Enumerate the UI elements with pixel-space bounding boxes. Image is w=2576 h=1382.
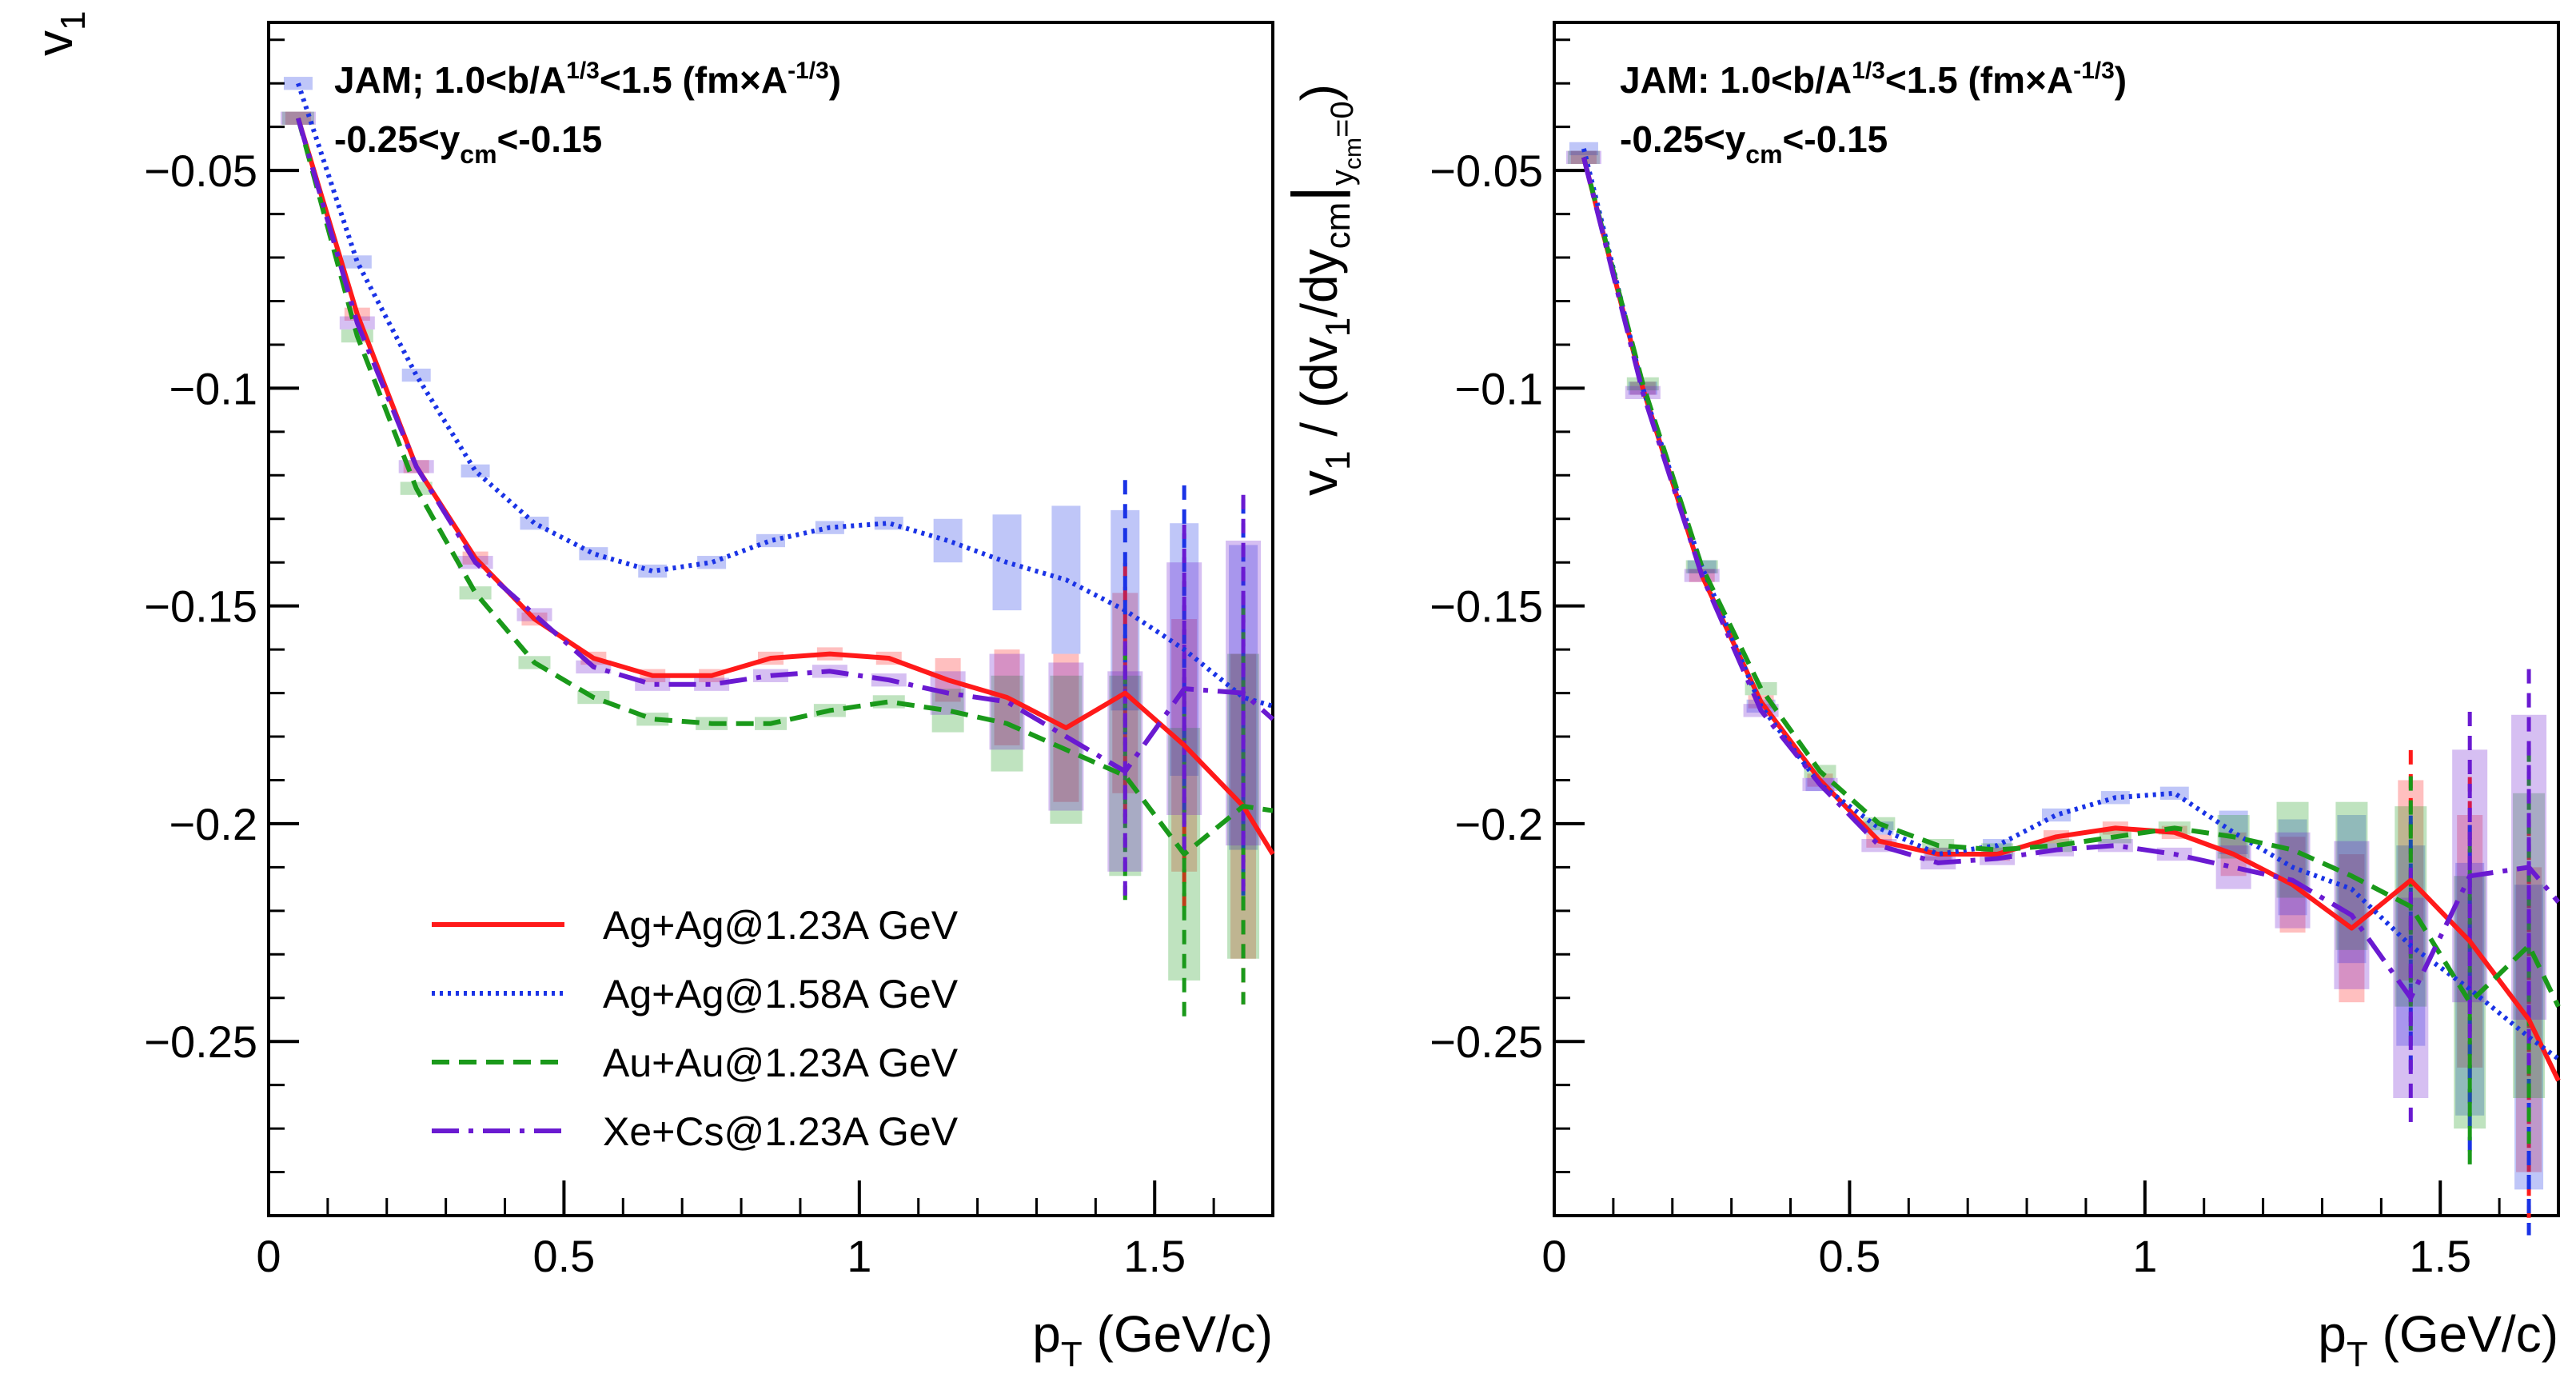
left-plot-frame: [267, 21, 1274, 1217]
left-annot1-sup1: 1/3: [566, 58, 600, 84]
right-ylabel-g: |: [1279, 186, 1350, 202]
left-annot1-main: JAM; 1.0<b/A: [334, 59, 566, 101]
left-y-tick-label: −0.25: [144, 1017, 257, 1067]
left-band-ag-ag-1-58a-gev: [342, 255, 372, 269]
legend-label-ag158: Ag+Ag@1.58A GeV: [603, 972, 959, 1017]
right-ylabel-i: cm: [1340, 138, 1366, 170]
right-y-tick-label: −0.25: [1430, 1017, 1543, 1067]
right-band-ag-ag-1-58a-gev: [2219, 810, 2248, 855]
legend-label-ag123: Ag+Ag@1.23A GeV: [603, 903, 959, 948]
left-series-line-xe-cs-1-23a-gev: [296, 117, 1274, 774]
left-band-ag-ag-1-58a-gev: [756, 533, 785, 548]
left-x-tick-label: 1: [847, 1231, 871, 1281]
right-y-tick-label: −0.15: [1430, 581, 1543, 632]
left-band-ag-ag-1-58a-gev: [520, 517, 549, 530]
right-annot1-sup1: 1/3: [1852, 58, 1885, 84]
left-x-axis-title: pT (GeV/c): [1032, 1305, 1273, 1374]
right-annotation-line2: -0.25<ycm<-0.15: [1620, 118, 1888, 169]
right-y-tick-label: −0.2: [1454, 799, 1543, 849]
right-series-line-ag-ag-1-23a-gev: [1581, 157, 2561, 1082]
right-y-tick-label: −0.1: [1454, 363, 1543, 413]
right-ylabel-f: cm: [1318, 202, 1358, 250]
right-ylabel-c: / (dv: [1290, 337, 1348, 450]
legend-label-au123: Au+Au@1.23A GeV: [603, 1040, 959, 1085]
right-x-tick-label: 1.5: [2409, 1231, 2471, 1281]
right-ylabel-a: v: [1290, 470, 1348, 496]
right-ylabel-d: 1: [1318, 318, 1358, 337]
left-annot2-sub: cm: [460, 140, 496, 169]
right-annot2-sub: cm: [1745, 140, 1782, 169]
right-annot1-mid: <1.5 (fm×A: [1885, 59, 2073, 101]
right-annot1-sup2: -1/3: [2073, 58, 2115, 84]
right-xlabel-main: p: [2318, 1305, 2347, 1363]
right-annotation-line1: JAM: 1.0<b/A1/3<1.5 (fm×A-1/3): [1620, 58, 2127, 101]
legend: Ag+Ag@1.23A GeV Ag+Ag@1.58A GeV Au+Au@1.…: [432, 903, 959, 1154]
right-uncertainty-bands: [1565, 142, 2547, 1236]
right-plot-frame: [1553, 21, 2560, 1217]
right-y-axis-title: v1 / (dv1/dycm|ycm=0): [1279, 84, 1366, 496]
right-annot1-main: JAM: 1.0<b/A: [1620, 59, 1852, 101]
right-ticks: 0 0.5 1 1.5 −0.05 −0.1 −0.15 −0.2 −0.25: [1430, 38, 2560, 1281]
left-series-line-au-au-1-23a-gev: [296, 118, 1274, 857]
left-xlabel-unit: (GeV/c): [1083, 1305, 1273, 1363]
right-x-tick-label: 0.5: [1818, 1231, 1880, 1281]
left-y-tick-label: −0.05: [144, 146, 257, 196]
left-uncertainty-bands: [280, 77, 1262, 1019]
left-annot2-end: <-0.15: [497, 118, 603, 160]
left-ticks: 0 0.5 1 1.5 −0.05 −0.1 −0.15 −0.2 −0.25: [144, 38, 1274, 1281]
left-ylabel-sub: 1: [54, 11, 93, 30]
right-x-tick-label: 0: [1541, 1231, 1566, 1281]
left-annotation-line2: -0.25<ycm<-0.15: [334, 118, 602, 169]
left-xlabel-main: p: [1032, 1305, 1061, 1363]
left-band-au-au-1-23a-gev: [459, 586, 492, 600]
left-y-tick-label: −0.1: [169, 363, 257, 413]
left-xlabel-sub: T: [1061, 1335, 1083, 1374]
left-annot1-sup2: -1/3: [788, 58, 829, 84]
right-band-ag-ag-1-58a-gev: [2042, 808, 2071, 822]
right-annot1-end: ): [2115, 59, 2127, 101]
left-band-ag-ag-1-58a-gev: [461, 464, 490, 478]
left-y-tick-label: −0.15: [144, 581, 257, 632]
right-ylabel-h: y: [1325, 170, 1360, 186]
right-band-ag-ag-1-58a-gev: [2159, 786, 2189, 800]
left-ylabel-main: v: [26, 30, 83, 56]
right-ylabel-e: /dy: [1290, 249, 1348, 317]
right-annot2-main: -0.25<y: [1620, 118, 1746, 160]
left-annot1-end: ): [829, 59, 841, 101]
left-x-tick-label: 0: [256, 1231, 281, 1281]
right-panel: 0 0.5 1 1.5−0.05−0.1−0.15−0.2−0.25 v1 / (dv…: [1279, 21, 2561, 1374]
right-ylabel-k: ): [1290, 84, 1348, 101]
left-series-line-ag-ag-1-58a-gev: [296, 82, 1274, 709]
left-y-tick-label: −0.2: [169, 799, 257, 849]
left-panel: 0 0.5 1 1.5−0.05−0.1−0.15−0.2−0.25 v1 pT (G…: [26, 11, 1275, 1374]
left-y-axis-title: v1: [26, 11, 93, 56]
left-annot1-mid: <1.5 (fm×A: [600, 59, 788, 101]
left-band-ag-ag-1-58a-gev: [401, 368, 431, 382]
right-x-axis-title: pT (GeV/c): [2318, 1305, 2558, 1374]
left-band-ag-ag-1-58a-gev: [933, 518, 963, 563]
right-xlabel-unit: (GeV/c): [2368, 1305, 2558, 1363]
left-series-lines: [296, 82, 1275, 857]
left-x-tick-label: 1.5: [1123, 1231, 1186, 1281]
right-y-tick-label: −0.05: [1430, 146, 1543, 196]
left-x-tick-label: 0.5: [532, 1231, 595, 1281]
right-ylabel-b: 1: [1318, 451, 1358, 470]
right-xlabel-sub: T: [2347, 1335, 2368, 1374]
left-band-ag-ag-1-58a-gev: [874, 517, 903, 530]
right-annot2-end: <-0.15: [1783, 118, 1888, 160]
left-annot2-main: -0.25<y: [334, 118, 461, 160]
left-band-ag-ag-1-58a-gev: [579, 547, 608, 561]
right-series-line-au-au-1-23a-gev: [1581, 157, 2561, 1008]
right-series-lines: [1581, 148, 2561, 1082]
left-series-line-ag-ag-1-23a-gev: [296, 117, 1275, 856]
right-x-tick-label: 1: [2132, 1231, 2157, 1281]
legend-label-xecs123: Xe+Cs@1.23A GeV: [603, 1109, 959, 1154]
left-annotation-line1: JAM; 1.0<b/A1/3<1.5 (fm×A-1/3): [334, 58, 841, 101]
right-ylabel-j: =0: [1325, 101, 1360, 138]
left-band-ag-ag-1-58a-gev: [697, 556, 727, 569]
